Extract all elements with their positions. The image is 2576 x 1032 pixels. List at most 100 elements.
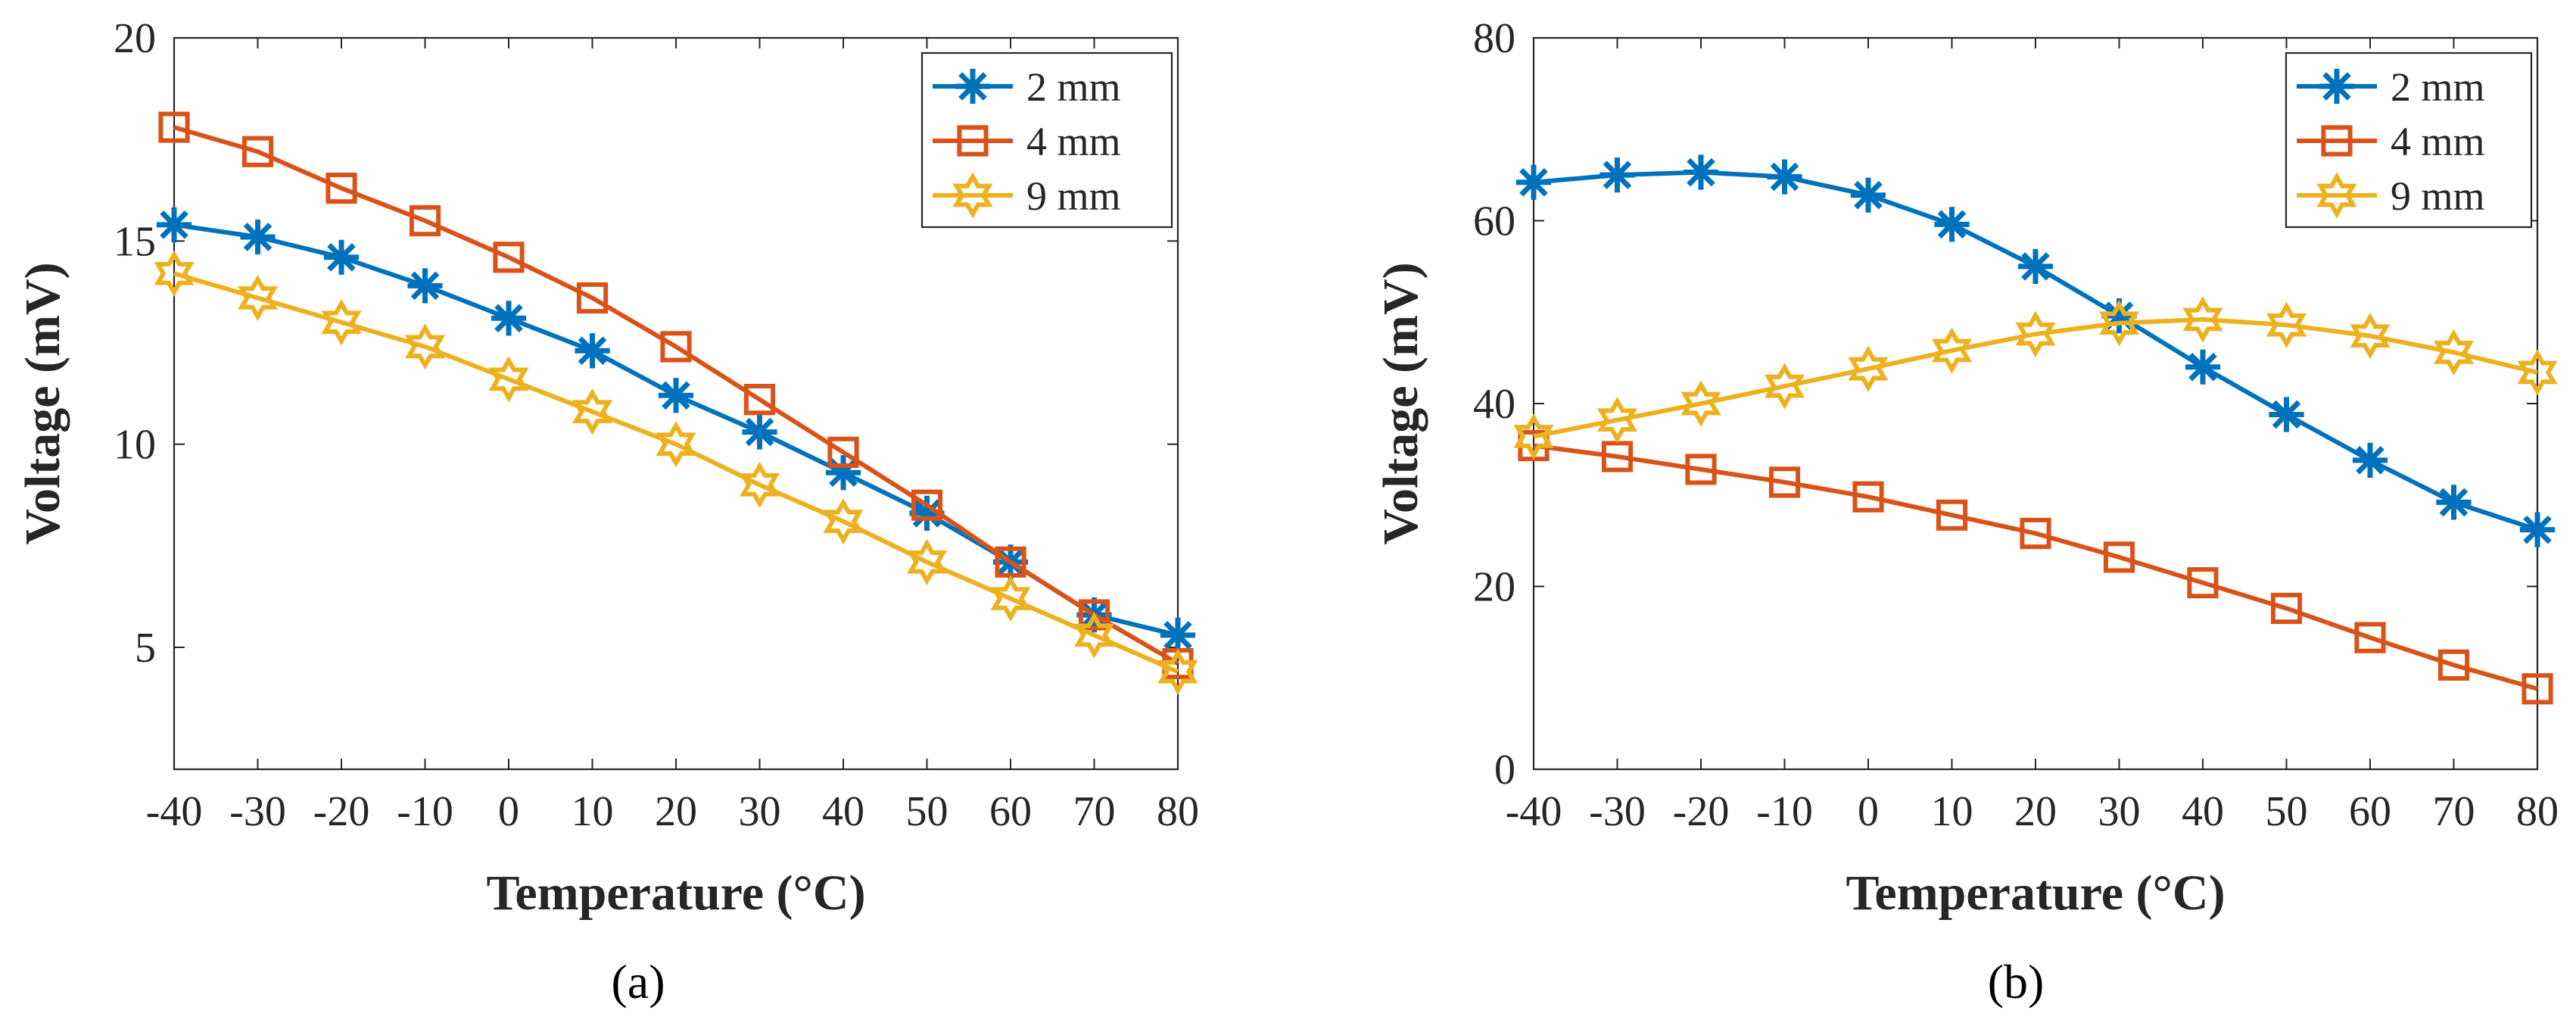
data-point xyxy=(154,250,195,297)
data-point xyxy=(576,282,609,314)
data-point xyxy=(911,489,943,521)
data-point xyxy=(158,111,190,143)
x-tick-label: 40 xyxy=(2182,788,2224,835)
series-line xyxy=(173,125,1179,666)
x-tick-label: 50 xyxy=(2266,788,2308,835)
data-point xyxy=(1768,466,1801,498)
data-point xyxy=(743,384,776,416)
series-hexagram xyxy=(1513,296,2558,460)
data-point xyxy=(2103,541,2135,573)
x-tick-label: -20 xyxy=(1673,788,1730,835)
x-tick-label: -40 xyxy=(1506,788,1562,835)
data-point xyxy=(660,331,692,363)
data-point xyxy=(2020,517,2051,550)
data-point xyxy=(321,299,362,346)
data-point xyxy=(825,455,861,491)
data-point xyxy=(995,546,1026,578)
data-point xyxy=(1936,499,1968,531)
x-tick-label: 80 xyxy=(2516,788,2559,835)
x-tick-label: 80 xyxy=(1157,788,1199,835)
legend-marker xyxy=(955,68,991,104)
legend-marker xyxy=(2321,125,2353,157)
data-point xyxy=(241,136,274,167)
data-point xyxy=(1680,380,1721,427)
y-axis-title: Voltage (mV) xyxy=(1373,262,1428,544)
x-tick-label: -10 xyxy=(397,788,453,835)
data-point xyxy=(572,388,613,435)
data-point xyxy=(1767,159,1802,195)
series-square xyxy=(1518,429,2553,705)
data-point xyxy=(493,242,525,273)
x-tick-label: 20 xyxy=(2014,788,2057,835)
data-point xyxy=(827,436,859,468)
data-point xyxy=(1601,441,1634,472)
data-point xyxy=(2352,442,2388,478)
data-point xyxy=(237,274,279,322)
x-tick-label: 40 xyxy=(822,788,864,835)
series-asterisk xyxy=(1515,154,2556,547)
y-tick-label: 40 xyxy=(1473,381,1515,428)
data-point xyxy=(2101,298,2137,334)
x-tick-label: 0 xyxy=(498,788,519,835)
x-tick-label: -10 xyxy=(1756,788,1813,835)
data-point xyxy=(2437,649,2470,681)
data-point xyxy=(990,575,1031,622)
data-point xyxy=(1850,177,1886,213)
x-tick-label: 60 xyxy=(989,788,1032,835)
y-tick-label: 80 xyxy=(1473,15,1515,62)
data-point xyxy=(575,333,610,369)
data-point xyxy=(2266,301,2307,348)
legend-label: 9 mm xyxy=(2391,173,2485,219)
x-tick-label: 70 xyxy=(1073,788,1116,835)
data-point xyxy=(1852,481,1884,513)
legend-marker xyxy=(2316,172,2357,219)
y-axis-title: Voltage (mV) xyxy=(15,262,70,544)
x-tick-label: 10 xyxy=(1931,788,1973,835)
y-tick-label: 60 xyxy=(1473,198,1515,245)
data-point xyxy=(2521,673,2553,705)
data-point xyxy=(2350,312,2391,360)
legend-label: 9 mm xyxy=(1026,173,1121,219)
x-tick-label: 30 xyxy=(739,788,781,835)
data-point xyxy=(2519,512,2556,547)
data-point xyxy=(404,323,446,370)
legend-label: 2 mm xyxy=(1026,64,1121,110)
x-tick-label: 0 xyxy=(1858,788,1879,835)
data-point xyxy=(1848,345,1889,392)
data-point xyxy=(1683,154,1719,190)
y-tick-label: 10 xyxy=(114,422,156,469)
panel-caption: (a) xyxy=(611,955,665,1009)
data-point xyxy=(1515,164,1552,200)
data-point xyxy=(742,414,777,450)
data-point xyxy=(409,204,441,237)
series-line xyxy=(1533,316,2538,439)
x-axis-title: Temperature (°C) xyxy=(486,865,865,921)
x-tick-label: -30 xyxy=(229,788,286,835)
data-point xyxy=(906,538,948,585)
data-point xyxy=(2017,248,2054,284)
data-point xyxy=(488,356,529,403)
data-point xyxy=(156,207,192,242)
data-point xyxy=(326,172,357,204)
data-point xyxy=(909,495,945,531)
x-tick-label: -20 xyxy=(313,788,370,835)
data-point xyxy=(323,239,360,275)
data-point xyxy=(2354,622,2386,653)
x-tick-label: 60 xyxy=(2349,788,2391,835)
data-point xyxy=(240,219,276,255)
data-point xyxy=(656,421,696,468)
series-hexagram xyxy=(154,250,1198,695)
legend-label: 4 mm xyxy=(2391,119,2485,164)
data-point xyxy=(1596,397,1638,444)
data-point xyxy=(2433,329,2475,376)
data-point xyxy=(1934,207,1970,242)
y-tick-label: 15 xyxy=(114,218,156,265)
legend: 2 mm 4 mm 9 mm xyxy=(2285,51,2533,229)
data-point xyxy=(1073,612,1115,659)
x-tick-label: -30 xyxy=(1589,788,1646,835)
data-point xyxy=(1518,429,1550,462)
y-tick-label: 5 xyxy=(135,625,156,672)
legend-label: 2 mm xyxy=(2391,64,2485,110)
x-axis-title: Temperature (°C) xyxy=(1846,865,2225,921)
